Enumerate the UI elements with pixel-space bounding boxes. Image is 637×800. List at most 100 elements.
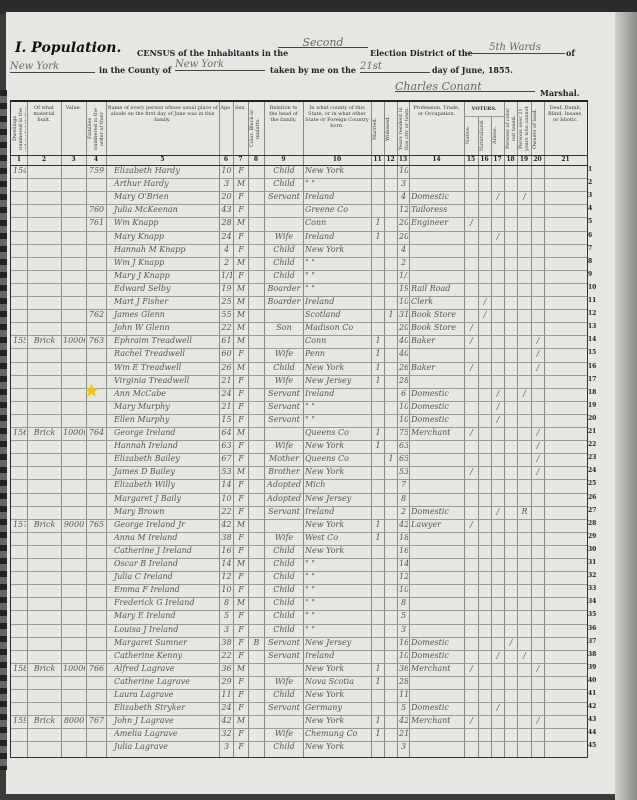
cell-col-7: F: [238, 480, 244, 490]
cell-col-4: 767: [88, 716, 105, 726]
cell-col-14: Domestic: [411, 401, 449, 411]
cell-col-9: Child: [273, 559, 295, 568]
cell-col-10: New York: [305, 166, 345, 175]
column-number-3: 3: [71, 156, 76, 163]
cell-col-20: /: [536, 716, 540, 726]
row-number: 5: [588, 218, 593, 226]
column-number-8: 8: [253, 156, 259, 163]
column-number-1: 1: [16, 156, 22, 163]
column-divider: [478, 116, 479, 757]
cell-col-7: M: [236, 323, 246, 333]
row-number: 43: [588, 716, 597, 724]
day-field: 21st: [360, 61, 430, 73]
row-divider: [11, 741, 587, 743]
cell-col-6: 21: [221, 375, 232, 385]
cell-col-10: New York: [305, 742, 345, 752]
row-number: 27: [588, 506, 597, 514]
row-divider: [11, 662, 587, 664]
cell-col-6: 24: [221, 388, 232, 398]
cell-col-6: 5: [223, 611, 230, 621]
column-number-20: 20: [533, 156, 542, 163]
cell-col-15: /: [470, 323, 473, 333]
cell-col-7: M: [236, 297, 246, 306]
row-number: 38: [588, 650, 597, 658]
cell-col-9: Child: [273, 690, 295, 699]
cell-col-11: 1: [375, 336, 381, 346]
cell-col-11: 1: [375, 428, 381, 437]
column-header-15: Native.: [465, 125, 471, 145]
row-divider: [11, 505, 587, 507]
cell-col-10: New York: [305, 441, 345, 451]
cell-col-9: Boarder: [267, 297, 301, 306]
cell-col-7: F: [238, 703, 244, 713]
cell-col-10: " ": [305, 270, 315, 280]
row-divider: [11, 282, 587, 284]
row-number: 28: [588, 519, 597, 527]
cell-col-10: New York: [305, 663, 345, 673]
cell-col-13: 4: [400, 192, 407, 202]
cell-col-13: 8: [400, 493, 407, 503]
marshal-signature: Charles Conant: [395, 80, 535, 93]
column-header-8: Color. Black or mulatto.: [249, 109, 261, 148]
census-line1-suffix: of: [566, 48, 575, 58]
column-divider: [464, 102, 465, 757]
cell-col-20: /: [536, 454, 540, 464]
cell-col-5: Alfred Lagrave: [114, 663, 175, 673]
cell-col-10: Mich: [305, 480, 326, 490]
cell-col-5: Julia McKeenan: [114, 205, 178, 215]
column-number-10: 10: [332, 156, 342, 163]
cell-col-10: Conn: [305, 336, 327, 346]
column-number-21: 21: [561, 156, 570, 163]
cell-col-9: Child: [273, 742, 295, 752]
cell-col-1: 158: [13, 663, 26, 673]
cell-col-13: 28: [399, 676, 408, 686]
cell-col-6: 53: [221, 467, 232, 477]
column-number-19: 19: [519, 156, 529, 163]
cell-col-10: New York: [305, 716, 345, 726]
cell-col-13: 12: [399, 572, 408, 582]
cell-col-13: 3: [400, 179, 407, 189]
cell-col-14: Domestic: [411, 388, 449, 398]
cell-col-7: M: [236, 467, 246, 477]
cell-col-14: Rail Road: [411, 283, 451, 293]
cell-col-11: 1: [375, 375, 381, 385]
cell-col-17: /: [496, 401, 500, 411]
cell-col-6: 3: [223, 742, 230, 752]
voters-divider: [464, 116, 504, 117]
cell-col-13: 10: [399, 414, 408, 424]
cell-col-7: F: [238, 572, 244, 582]
cell-col-6: 64: [221, 428, 232, 437]
cell-col-7: F: [238, 454, 244, 464]
cell-col-10: Ireland: [305, 297, 335, 306]
column-divider: [504, 102, 505, 757]
cell-col-6: 63: [221, 441, 232, 451]
cell-col-14: Book Store: [411, 323, 456, 333]
cell-col-10: " ": [305, 401, 315, 411]
column-divider: [303, 102, 304, 757]
cell-col-6: 20: [221, 192, 232, 202]
cell-col-1: 154: [13, 166, 26, 175]
row-divider: [11, 689, 587, 690]
cell-col-7: F: [238, 192, 244, 202]
row-divider: [11, 597, 587, 599]
row-divider: [11, 479, 587, 481]
column-number-13: 13: [398, 156, 408, 163]
cell-col-5: Anna M Ireland: [114, 532, 178, 542]
cell-col-5: Hannah Ireland: [114, 441, 178, 451]
cell-col-17: /: [496, 506, 500, 516]
cell-col-13: 14: [399, 559, 408, 568]
row-divider: [11, 440, 587, 442]
census-line1-prefix: CENSUS of the Inhabitants in the: [137, 48, 289, 58]
cell-col-5: Amelia Lagrave: [114, 729, 178, 739]
row-divider: [11, 728, 587, 730]
row-divider: [11, 322, 587, 324]
cell-col-10: Ireland: [305, 192, 335, 202]
row-divider: [11, 335, 587, 337]
cell-col-9: Mother: [269, 454, 299, 464]
cell-col-20: /: [536, 428, 540, 437]
cell-col-10: New York: [305, 467, 345, 477]
cell-col-7: M: [236, 310, 246, 320]
cell-col-5: Mary E Ireland: [114, 611, 176, 621]
cell-col-6: 26: [221, 362, 232, 372]
column-header-2: Of what material built.: [33, 105, 55, 123]
